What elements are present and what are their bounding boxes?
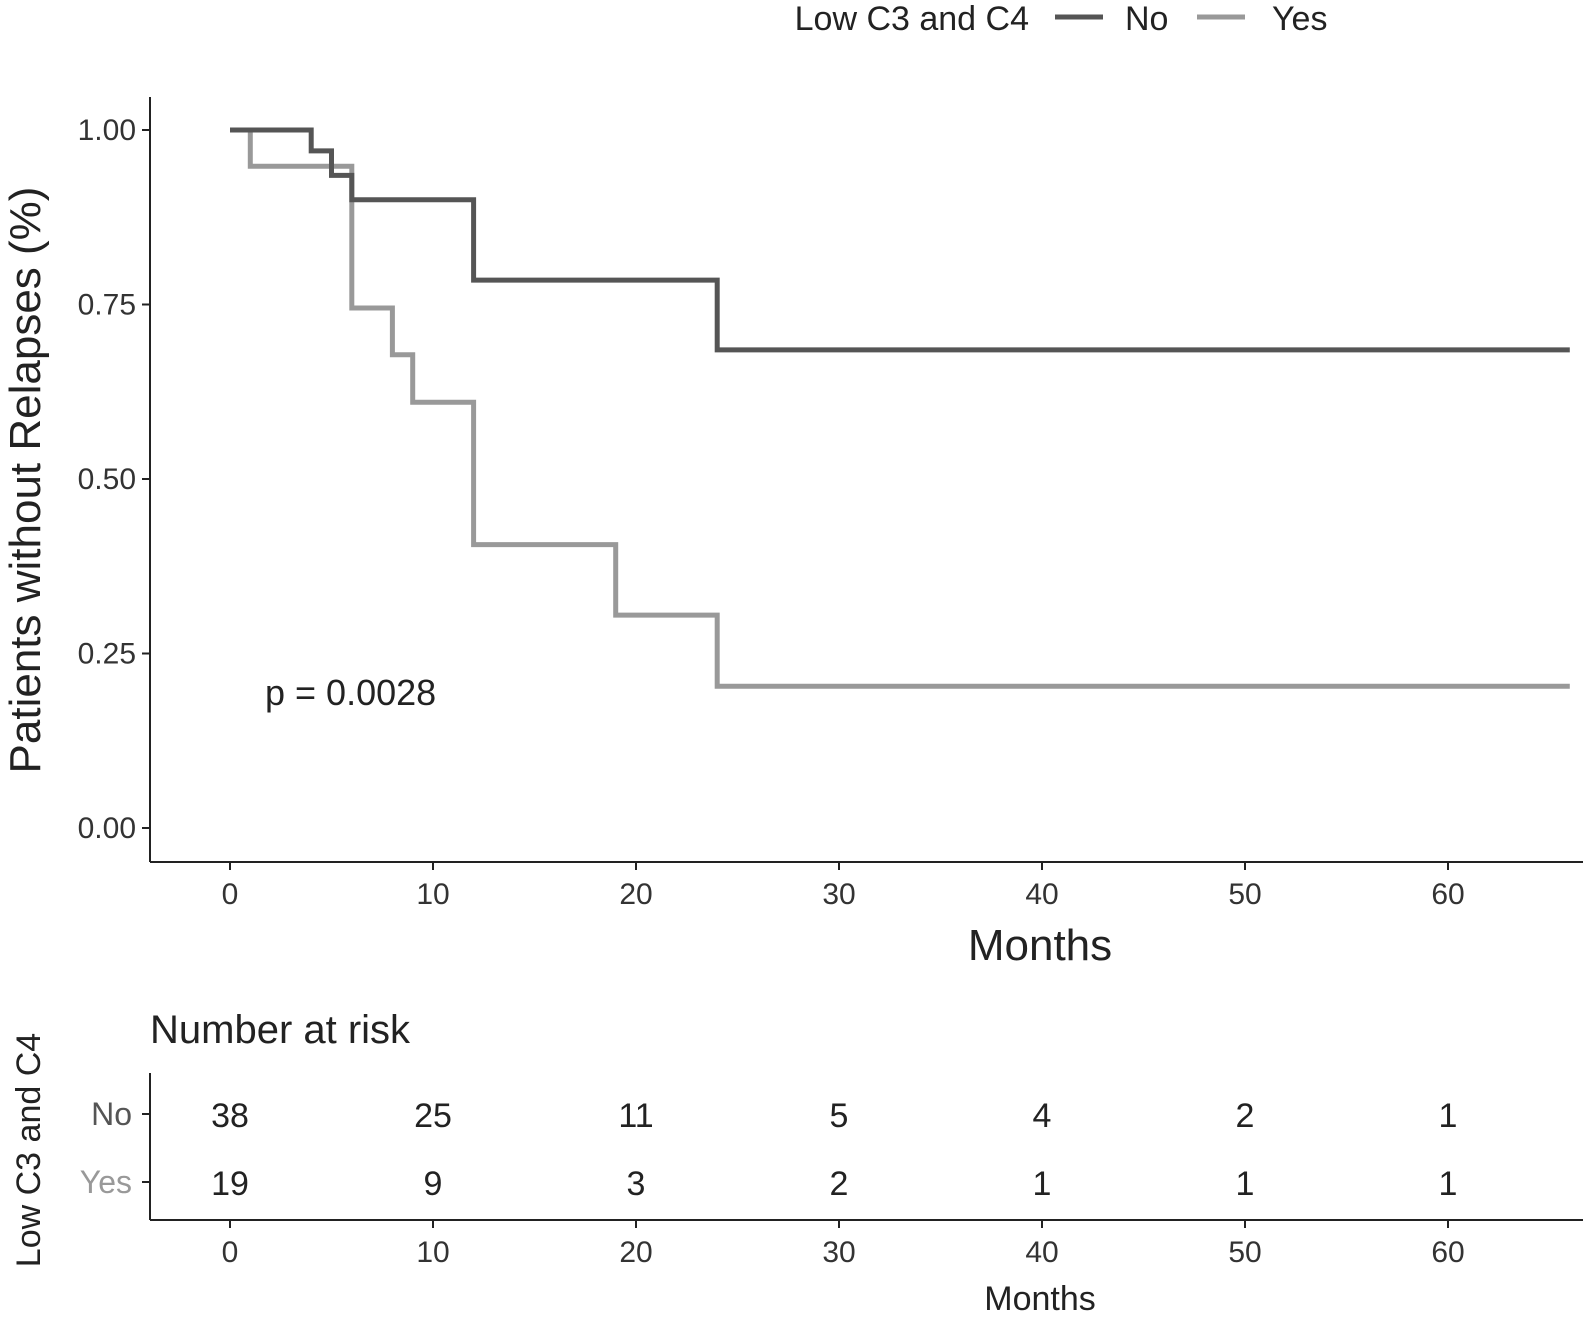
risk-x-tick-label: 10 <box>416 1236 449 1269</box>
risk-count-no: 5 <box>830 1097 849 1135</box>
risk-count-yes: 9 <box>424 1165 443 1203</box>
x-tick-label: 10 <box>416 878 449 911</box>
risk-table-panel: Number at risk Low C3 and C4 Months No 38… <box>10 1008 1583 1318</box>
x-axis-ticks: 0 10 20 30 40 50 60 <box>222 862 1465 911</box>
km-plot-panel: Patients without Relapses (%) Months p =… <box>1 97 1583 970</box>
survival-curve-yes <box>230 127 1570 689</box>
p-value-annotation: p = 0.0028 <box>265 672 436 713</box>
legend-title: Low C3 and C4 <box>795 0 1029 38</box>
risk-x-tick-label: 50 <box>1228 1236 1261 1269</box>
y-tick-label: 0.00 <box>78 812 136 845</box>
legend-label-no: No <box>1125 0 1168 38</box>
y-axis-ticks: 0.00 0.25 0.50 0.75 1.00 <box>78 114 150 845</box>
risk-count-yes: 1 <box>1439 1165 1458 1203</box>
x-tick-label: 40 <box>1025 878 1058 911</box>
legend-label-yes: Yes <box>1272 0 1327 38</box>
x-tick-label: 50 <box>1228 878 1261 911</box>
risk-count-yes: 2 <box>830 1165 849 1203</box>
risk-count-no: 2 <box>1236 1097 1255 1135</box>
x-axis-label: Months <box>968 921 1112 970</box>
risk-count-yes: 3 <box>627 1165 646 1203</box>
y-axis-label: Patients without Relapses (%) <box>1 187 50 774</box>
risk-count-yes: 19 <box>211 1165 249 1203</box>
x-tick-label: 20 <box>619 878 652 911</box>
risk-x-tick-label: 60 <box>1431 1236 1464 1269</box>
risk-x-tick-label: 20 <box>619 1236 652 1269</box>
risk-row-label-yes: Yes <box>80 1164 132 1200</box>
y-tick-label: 1.00 <box>78 114 136 147</box>
risk-count-no: 11 <box>618 1097 653 1135</box>
survival-curve-no <box>230 127 1570 353</box>
risk-x-tick-label: 30 <box>822 1236 855 1269</box>
risk-table-y-label: Low C3 and C4 <box>10 1033 48 1267</box>
risk-count-yes: 1 <box>1236 1165 1255 1203</box>
y-tick-label: 0.75 <box>78 289 136 322</box>
risk-x-tick-label: 0 <box>222 1236 239 1269</box>
legend: Low C3 and C4 No Yes <box>795 0 1328 38</box>
risk-table-title: Number at risk <box>150 1008 411 1052</box>
risk-count-no: 4 <box>1033 1097 1052 1135</box>
km-axes <box>149 97 1583 863</box>
risk-table-axes <box>149 1073 1583 1221</box>
risk-count-no: 38 <box>211 1097 249 1135</box>
risk-count-no: 25 <box>414 1097 452 1135</box>
risk-x-tick-label: 40 <box>1025 1236 1058 1269</box>
risk-row-label-no: No <box>91 1096 132 1132</box>
y-tick-label: 0.25 <box>78 638 136 671</box>
x-tick-label: 30 <box>822 878 855 911</box>
x-tick-label: 60 <box>1431 878 1464 911</box>
risk-table-x-ticks: 0 10 20 30 40 50 60 <box>222 1220 1465 1269</box>
risk-count-yes: 1 <box>1033 1165 1052 1203</box>
legend-items: No Yes <box>1055 0 1327 38</box>
x-tick-label: 0 <box>222 878 239 911</box>
y-tick-label: 0.50 <box>78 463 136 496</box>
survival-curves <box>230 127 1570 689</box>
risk-count-no: 1 <box>1439 1097 1458 1135</box>
risk-table-x-label: Months <box>984 1280 1096 1318</box>
